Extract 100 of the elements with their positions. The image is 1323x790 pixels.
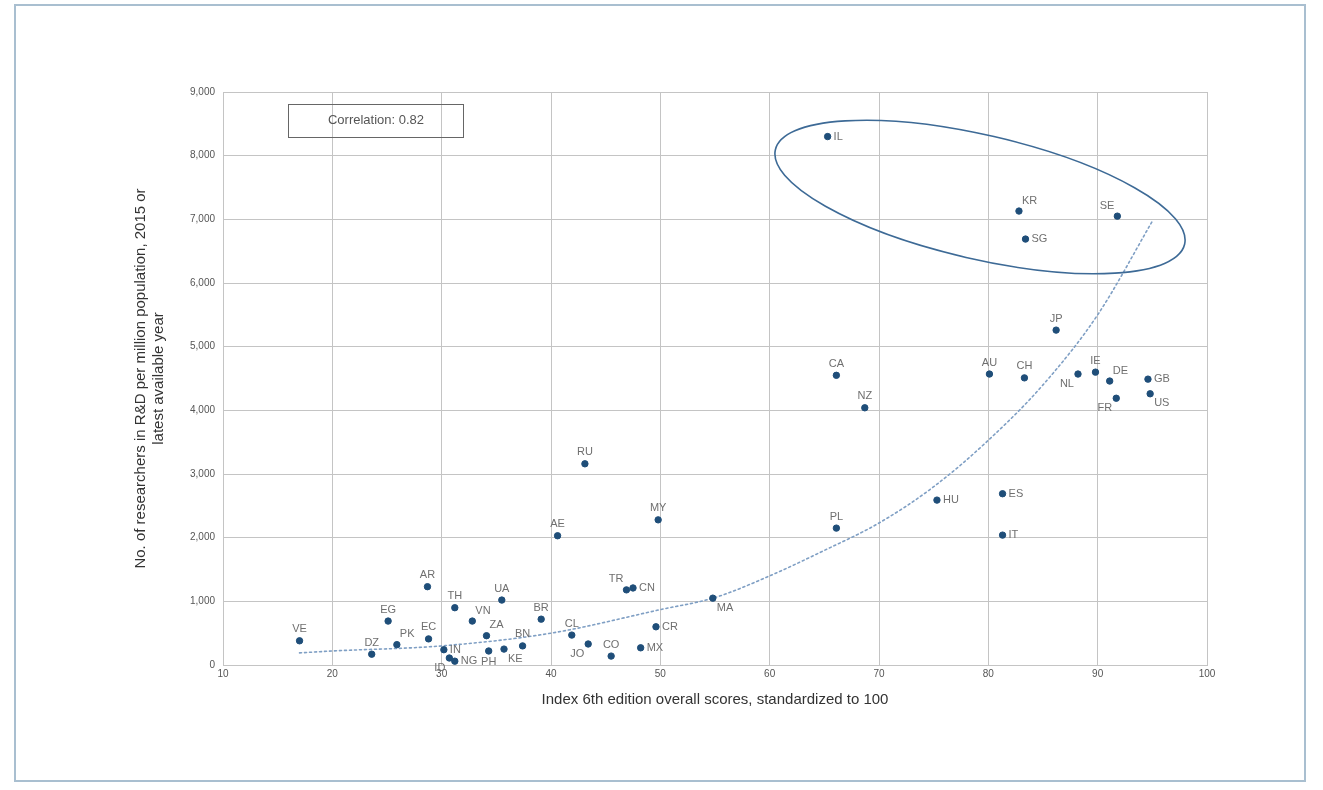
point <box>1015 207 1023 215</box>
point <box>451 657 459 665</box>
point <box>1052 326 1060 334</box>
data-label: MY <box>649 501 668 514</box>
point <box>998 531 1007 539</box>
point <box>709 594 717 602</box>
data-label: NG <box>460 654 478 667</box>
point <box>654 516 662 524</box>
data-label: AR <box>419 568 436 581</box>
point <box>985 370 994 378</box>
point <box>500 645 508 653</box>
y-tick-label: 7,000 <box>189 213 216 225</box>
x-tick-label: 50 <box>654 667 667 679</box>
data-label: CH <box>1016 359 1033 372</box>
data-label: JP <box>1049 311 1063 324</box>
data-label: SE <box>1099 198 1115 211</box>
x-tick-label: 70 <box>873 667 886 679</box>
y-tick-label: 3,000 <box>189 467 216 479</box>
data-label: EC <box>420 620 437 633</box>
point <box>482 632 491 640</box>
data-label: CL <box>564 616 579 629</box>
data-label: DE <box>1112 363 1128 376</box>
x-tick-label: 80 <box>982 667 995 679</box>
data-label: SG <box>1031 232 1048 245</box>
point <box>440 646 448 654</box>
y-tick-label: 0 <box>209 658 216 670</box>
data-label: US <box>1154 396 1170 409</box>
point <box>518 642 527 650</box>
data-label: DZ <box>364 635 380 648</box>
data-label: BN <box>514 627 531 640</box>
point <box>451 604 459 612</box>
y-tick-label: 4,000 <box>189 404 216 416</box>
y-tick-label: 9,000 <box>189 85 216 97</box>
data-label: VE <box>292 622 307 635</box>
point <box>384 617 392 625</box>
data-label: PK <box>399 627 416 640</box>
point <box>423 582 432 591</box>
point <box>832 524 841 532</box>
point <box>998 490 1007 498</box>
point <box>1112 394 1120 402</box>
point <box>468 617 476 625</box>
x-tick-label: 100 <box>1198 667 1216 679</box>
x-tick-label: 90 <box>1092 667 1104 679</box>
point <box>1144 375 1152 383</box>
data-label: CN <box>639 580 655 593</box>
data-label: AE <box>550 517 565 530</box>
data-label: TH <box>447 589 463 602</box>
point <box>584 640 592 648</box>
data-label: RU <box>576 445 593 458</box>
point <box>568 631 576 639</box>
data-label: NZ <box>857 389 873 402</box>
x-axis-title: Index 6th edition overall scores, standardized to 100 <box>541 690 889 708</box>
data-label: EG <box>380 602 397 615</box>
point <box>295 637 304 645</box>
point <box>1113 212 1122 220</box>
point <box>485 647 493 655</box>
point <box>498 596 506 604</box>
x-tick-label: 60 <box>764 667 776 679</box>
data-label: BR <box>533 600 549 613</box>
point <box>607 652 615 660</box>
point <box>424 635 433 643</box>
point <box>622 586 631 594</box>
data-label: ES <box>1008 486 1024 499</box>
y-tick-label: 6,000 <box>189 276 216 288</box>
data-label: CO <box>602 637 620 650</box>
x-tick-label: 20 <box>326 667 339 679</box>
y-tick-label: 1,000 <box>189 595 216 607</box>
point <box>537 615 545 623</box>
point <box>1074 370 1082 378</box>
data-label: IL <box>833 129 843 142</box>
data-label: ZA <box>489 618 505 631</box>
point <box>1091 368 1100 376</box>
point <box>1106 377 1114 385</box>
x-tick-label: 10 <box>217 667 230 679</box>
data-label: MX <box>646 640 664 653</box>
point <box>1146 390 1154 398</box>
data-label: HU <box>942 493 959 506</box>
data-label: KR <box>1021 193 1038 206</box>
data-label: TR <box>608 572 624 585</box>
data-label: PH <box>481 654 497 667</box>
point <box>861 404 869 412</box>
point <box>823 132 832 141</box>
point <box>832 371 841 380</box>
annotation: Correlation: 0.82 <box>326 112 426 127</box>
data-label: KE <box>508 651 523 664</box>
point <box>393 640 401 649</box>
point <box>553 532 562 540</box>
data-label: AU <box>981 355 998 368</box>
data-label: JO <box>570 646 585 659</box>
data-label: FR <box>1097 400 1113 413</box>
data-label: IN <box>449 642 461 655</box>
point <box>629 584 637 592</box>
data-label: PL <box>829 509 844 522</box>
x-tick-label: 40 <box>545 667 558 679</box>
point <box>652 623 660 631</box>
data-label: IE <box>1090 353 1101 366</box>
y-tick-label: 2,000 <box>189 531 216 543</box>
point <box>933 496 941 504</box>
data-label: IT <box>1008 528 1019 541</box>
point <box>445 654 454 662</box>
